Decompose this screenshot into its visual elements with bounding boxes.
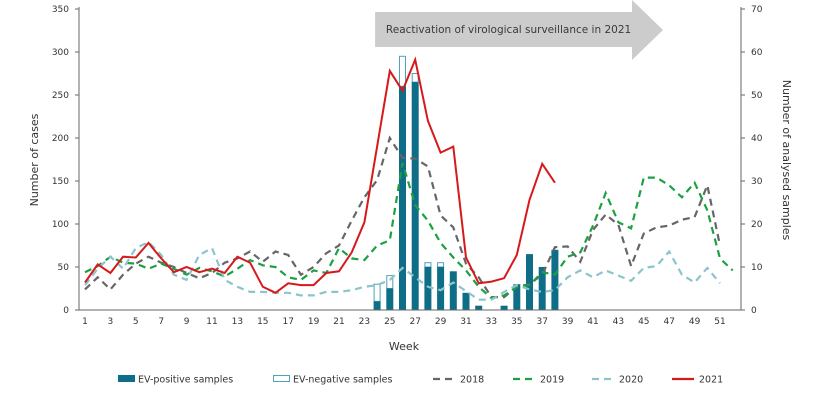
line-2019: [84, 162, 734, 300]
legend-label: EV-negative samples: [293, 375, 392, 386]
x-tick-label: 9: [184, 317, 190, 327]
line-2018: [84, 135, 722, 299]
x-tick-label: 51: [714, 317, 725, 327]
x-tick-label: 13: [232, 317, 243, 327]
annotation-arrow-shape: [375, 0, 663, 60]
y-right-tick-label: 70: [751, 5, 763, 15]
x-tick-label: 11: [206, 317, 217, 327]
x-tick-label: 3: [108, 317, 114, 327]
annotation-arrow: Reactivation of virological surveillance…: [375, 0, 663, 60]
y-left-tick-label: 100: [52, 220, 69, 230]
legend-label: 2019: [540, 375, 564, 386]
bar-negative-week-27: [411, 73, 419, 83]
legend-label: 2018: [460, 375, 484, 386]
bars-layer: [373, 55, 559, 311]
y-right-tick-label: 60: [751, 48, 763, 58]
y-left-tick-label: 0: [63, 306, 69, 316]
x-tick-label: 23: [359, 317, 370, 327]
line-2021: [84, 56, 556, 294]
y-left-tick-label: 250: [52, 91, 69, 101]
y-right-tick-label: 50: [751, 91, 763, 101]
y-axis-left-title: Number of cases: [28, 113, 41, 206]
y-left-tick-label: 350: [52, 5, 69, 15]
bar-negative-week-26: [399, 55, 406, 87]
legend-swatch-ev-negative: [273, 375, 290, 382]
line-2020: [84, 240, 721, 301]
bar-positive-week-30: [449, 271, 457, 310]
x-tick-label: 37: [536, 317, 547, 327]
bar-positive-week-31: [462, 292, 470, 310]
bar-positive-week-38: [551, 249, 559, 310]
bar-positive-week-28: [424, 267, 432, 310]
legend-label: EV-positive samples: [138, 375, 233, 386]
x-tick-label: 1: [82, 317, 88, 327]
x-tick-label: 33: [486, 317, 497, 327]
y-axis-right-title: Number of analysed samples: [780, 80, 793, 241]
bar-positive-week-25: [386, 288, 394, 310]
bar-positive-week-36: [526, 254, 533, 310]
y-left-tick-label: 300: [52, 48, 69, 58]
x-axis-title: Week: [389, 340, 420, 353]
x-tick-label: 31: [460, 317, 471, 327]
legend-label: 2021: [699, 375, 723, 386]
bar-positive-week-26: [399, 86, 406, 311]
bar-negative-week-29: [437, 262, 445, 268]
y-left-tick-label: 200: [52, 134, 69, 144]
bar-positive-week-27: [411, 82, 419, 310]
legend-swatch-ev-positive: [118, 375, 135, 382]
x-tick-label: 5: [133, 317, 139, 327]
x-tick-label: 25: [384, 317, 395, 327]
bar-positive-week-29: [437, 267, 445, 310]
y-right-tick-label: 30: [751, 177, 763, 187]
y-right-tick-label: 40: [751, 134, 763, 144]
legend-label: 2020: [619, 375, 643, 386]
x-tick-label: 17: [282, 317, 293, 327]
x-tick-label: 39: [562, 317, 574, 327]
bar-positive-week-35: [513, 284, 521, 310]
bar-positive-week-34: [500, 305, 508, 310]
x-tick-label: 41: [587, 317, 598, 327]
bar-negative-week-28: [424, 262, 432, 268]
annotation-text: Reactivation of virological surveillance…: [386, 24, 631, 36]
lines-layer: [84, 56, 734, 301]
x-tick-label: 47: [663, 317, 674, 327]
bar-positive-week-32: [475, 305, 483, 310]
bar-positive-week-24: [373, 301, 381, 310]
x-tick-label: 35: [511, 317, 522, 327]
y-right-tick-label: 10: [751, 263, 763, 273]
x-tick-label: 19: [308, 317, 320, 327]
legend: EV-positive samples EV-negative samples 20…: [118, 375, 723, 386]
y-right-tick-label: 20: [751, 220, 763, 230]
x-tick-label: 27: [409, 317, 420, 327]
x-tick-label: 49: [689, 317, 701, 327]
y-left-tick-label: 50: [58, 263, 70, 273]
x-tick-label: 43: [613, 317, 624, 327]
x-tick-label: 29: [435, 317, 447, 327]
x-tick-label: 45: [638, 317, 649, 327]
bar-negative-week-24: [373, 283, 381, 302]
y-right-tick-label: 0: [751, 306, 757, 316]
bar-positive-week-37: [538, 267, 546, 310]
y-left-tick-label: 150: [52, 177, 69, 187]
x-tick-label: 21: [333, 317, 344, 327]
x-tick-label: 15: [257, 317, 268, 327]
x-tick-label: 7: [158, 317, 164, 327]
